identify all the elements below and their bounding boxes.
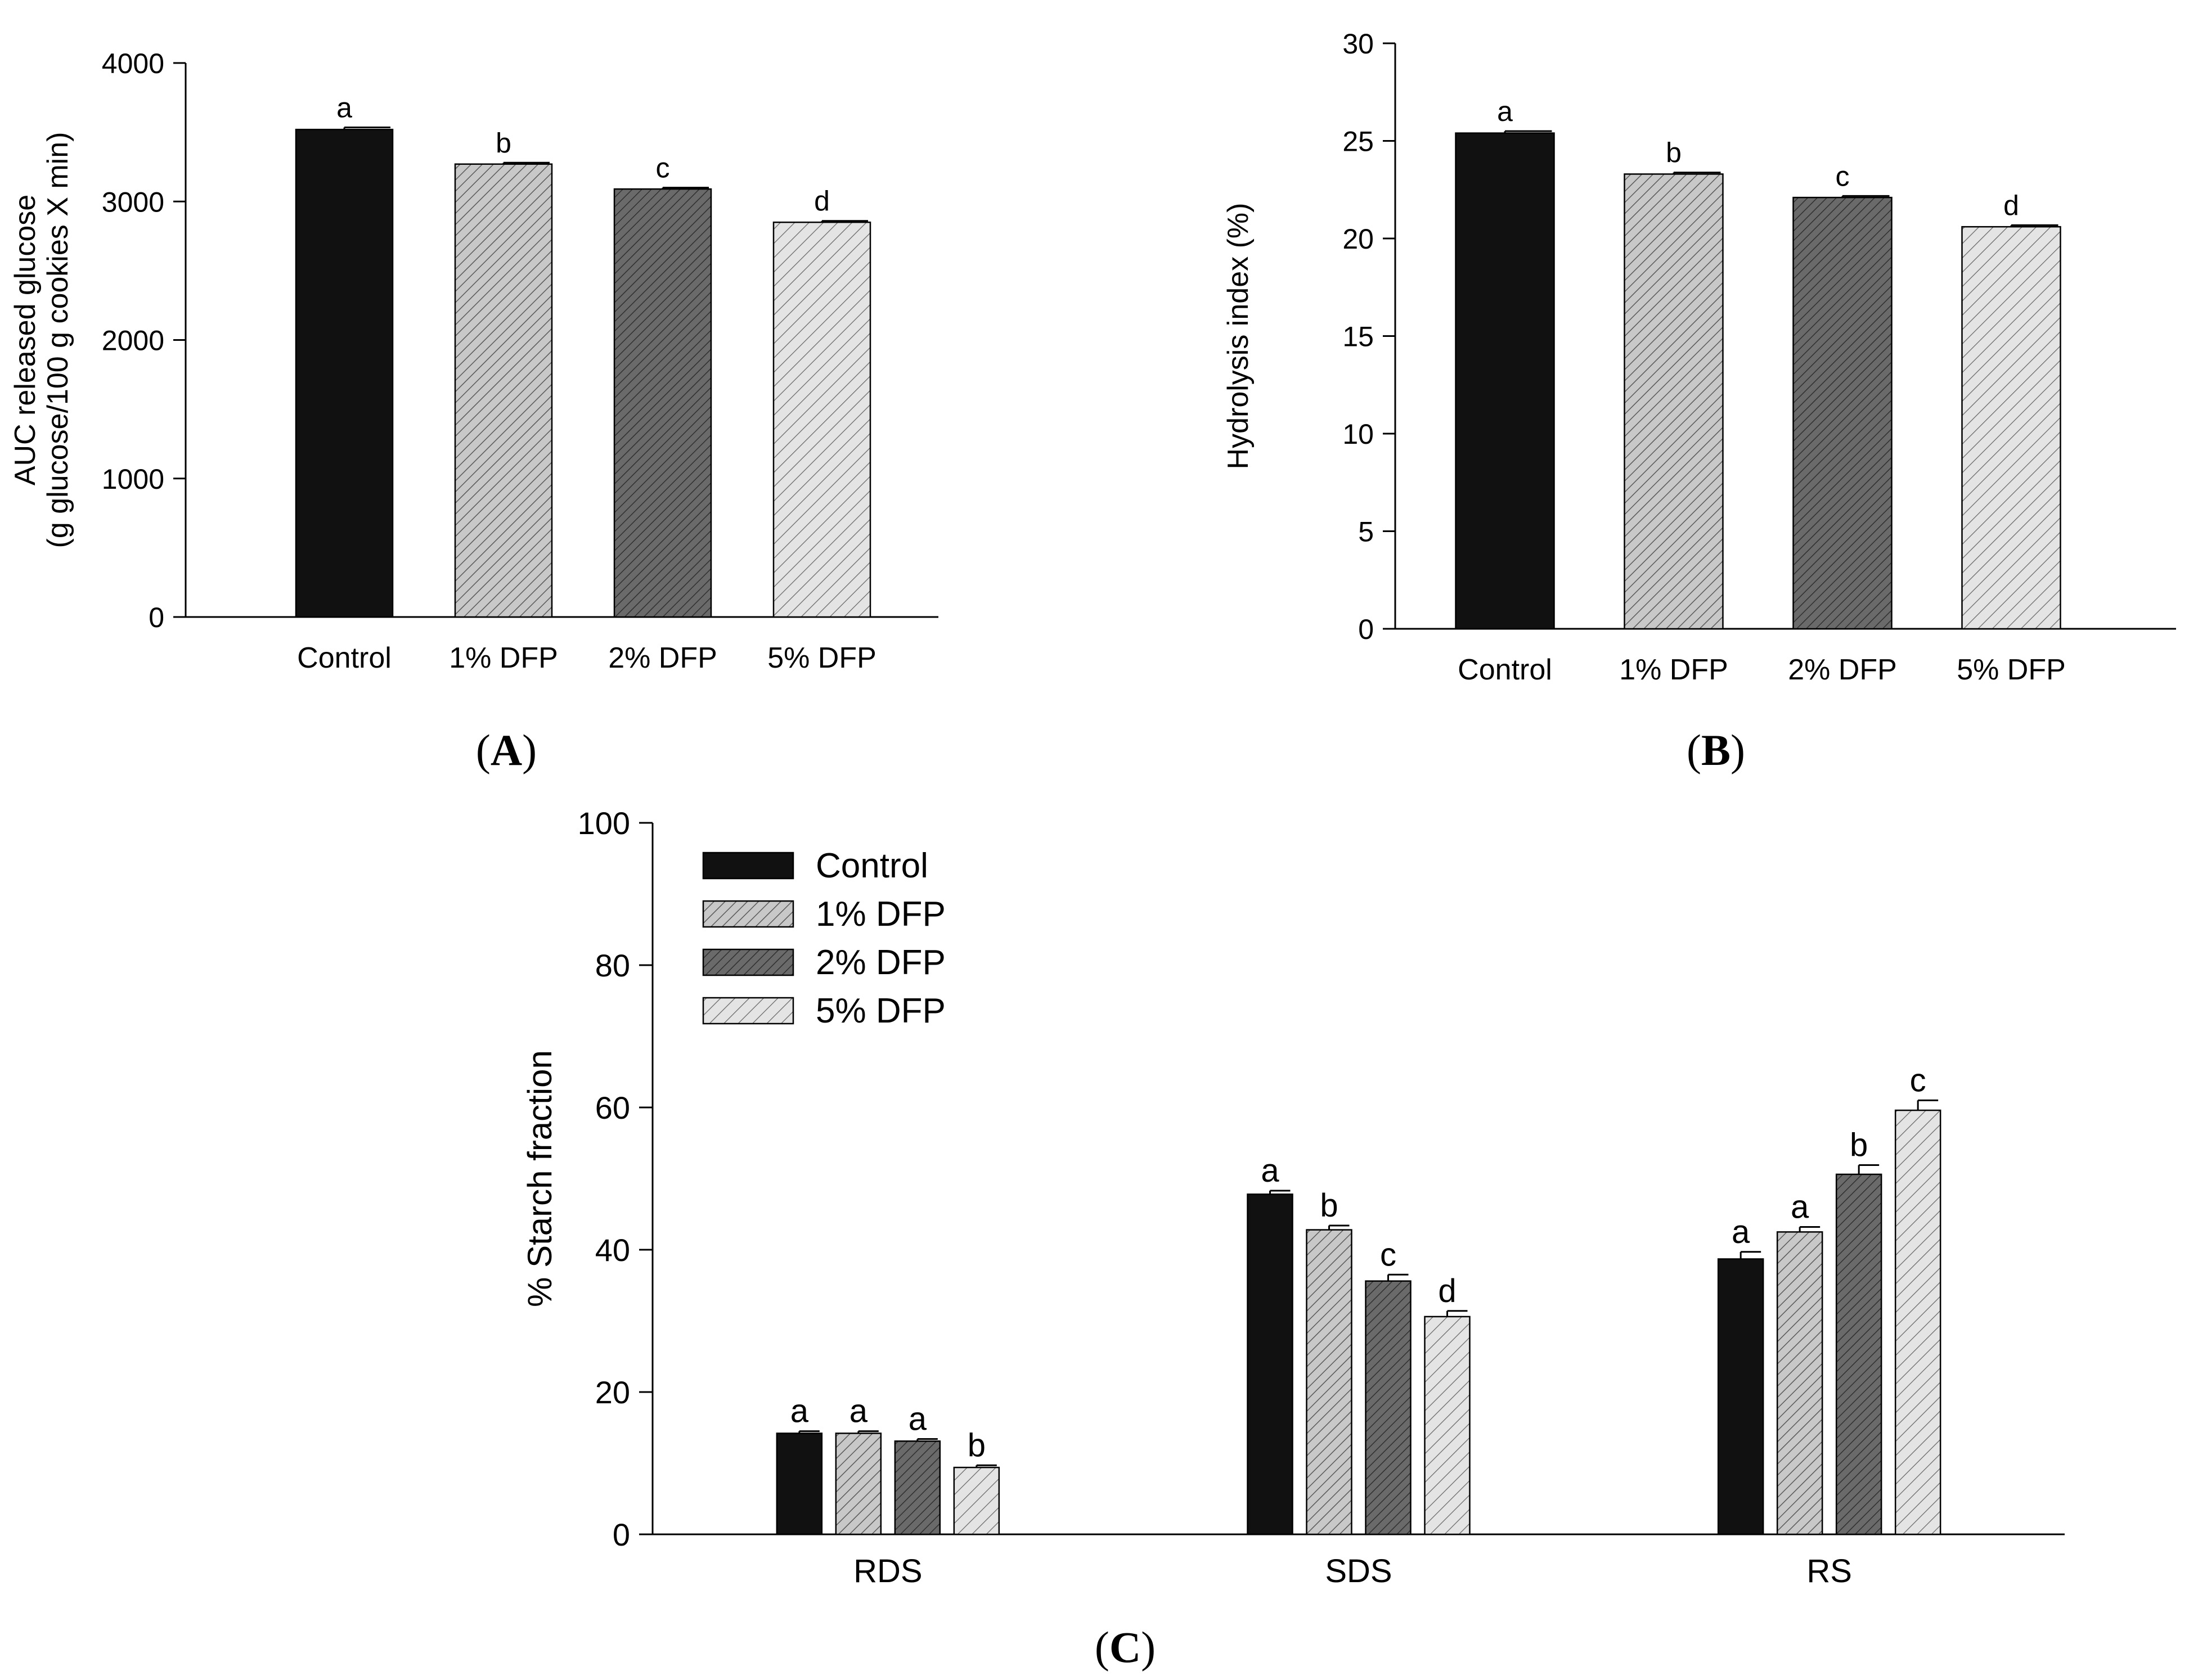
x-tick-label: 2% DFP [608,642,717,674]
bar-1pct-dfp-rs [1776,1231,1823,1535]
significance-label: d [814,186,830,217]
significance-label: a [336,92,352,124]
panel-label-paren: ( [476,726,491,774]
y-tick-label: 25 [1342,126,1374,157]
significance-label: c [1380,1236,1396,1273]
bar-2pct-dfp [1792,196,1893,630]
x-tick-label: RDS [853,1553,922,1589]
y-axis-title: Hydrolysis index (%) [1222,203,1255,470]
significance-label: a [909,1400,927,1437]
y-axis-title: % Starch fraction [521,1050,559,1307]
bar-control [1455,132,1555,630]
y-tick-label: 4000 [102,48,164,79]
bar-control-sds [1247,1193,1293,1535]
y-axis-title: AUC released glucose [9,195,42,485]
legend-label: 5% DFP [816,992,946,1030]
significance-label: a [849,1393,868,1430]
bar-1pct-dfp [1624,173,1724,630]
significance-label: b [968,1427,986,1463]
bar-2pct-dfp-rds [894,1440,941,1535]
legend-swatch-control [702,852,794,880]
x-tick-label: 5% DFP [1957,654,2066,686]
y-tick-label: 5 [1358,516,1374,548]
panel-label-letter: B [1701,726,1730,774]
bar-control-rds [776,1433,823,1535]
chart-b: 0 5 10 15 20 25 30 Hydrolysis index (%) a Control… [1222,28,2176,774]
panel-label-letter: A [491,726,522,774]
y-tick-label: 3000 [102,186,164,218]
legend-label: 1% DFP [816,895,946,934]
panel-label: (C) [1095,1623,1156,1672]
chart-c: 0 20 40 60 80 100 % Starch fraction RDS a a a b SDS a… [521,805,2065,1672]
x-tick-label: Control [1458,654,1552,686]
y-tick-label: 1000 [102,463,164,495]
panel-label-paren: ( [1095,1623,1109,1672]
bar-control [295,128,394,618]
y-tick-label: 30 [1342,28,1374,60]
panel-label-paren: ) [522,726,537,774]
x-tick-label: RS [1806,1553,1852,1589]
y-tick-label: 60 [595,1090,630,1125]
panel-label-paren: ) [1730,726,1745,774]
legend-label: Control [816,846,928,885]
bar-1pct-dfp-rds [835,1433,882,1535]
x-tick-label: Control [297,642,392,674]
panel-label: (B) [1687,726,1745,774]
y-tick-label: 0 [149,602,164,633]
bar-5pct-dfp [1961,226,2061,630]
y-tick-label: 0 [613,1517,630,1552]
significance-label: a [1261,1152,1279,1189]
significance-label: c [656,152,670,184]
significance-label: c [1910,1062,1926,1098]
bar-2pct-dfp-sds [1365,1280,1412,1535]
bar-5pct-dfp-sds [1424,1316,1471,1535]
y-tick-label: 100 [578,805,630,841]
y-tick-label: 40 [595,1232,630,1268]
y-tick-label: 10 [1342,418,1374,450]
panel-label-paren: ( [1687,726,1701,774]
legend-swatch-2pct-dfp [702,948,794,976]
y-tick-label: 20 [595,1375,630,1410]
significance-label: d [2003,190,2019,221]
legend-swatch-1pct-dfp [702,900,794,928]
bar-2pct-dfp [613,188,712,618]
significance-label: a [1732,1214,1750,1250]
panel-label: (A) [476,726,537,774]
legend-swatch-5pct-dfp [702,997,794,1025]
significance-label: b [496,127,511,159]
significance-label: c [1836,160,1850,192]
bar-5pct-dfp [772,221,871,618]
bar-5pct-dfp-rds [953,1466,1000,1535]
chart-a: 0 1000 2000 3000 4000 AUC released glucose (g … [9,48,938,774]
x-tick-label: 2% DFP [1788,654,1897,686]
significance-label: b [1666,137,1682,169]
y-axis-title: (g glucose/100 g cookies X min) [42,132,74,548]
significance-label: a [1497,96,1513,127]
x-tick-label: SDS [1325,1553,1392,1589]
bar-1pct-dfp-sds [1306,1229,1352,1535]
significance-label: b [1850,1127,1868,1163]
legend-label: 2% DFP [816,943,946,982]
significance-label: d [1438,1273,1456,1309]
y-tick-label: 80 [595,948,630,983]
x-tick-label: 1% DFP [1619,654,1728,686]
x-tick-label: 5% DFP [767,642,876,674]
bar-2pct-dfp-rs [1835,1173,1882,1535]
bar-1pct-dfp [454,163,553,618]
y-tick-label: 20 [1342,223,1374,255]
significance-label: a [1791,1189,1809,1226]
y-tick-label: 2000 [102,325,164,357]
panel-label-letter: C [1109,1623,1141,1672]
x-tick-label: 1% DFP [449,642,558,674]
bar-control-rs [1717,1258,1764,1535]
significance-label: b [1320,1187,1338,1224]
significance-label: a [790,1393,809,1430]
panel-label-paren: ) [1141,1623,1156,1672]
y-tick-label: 15 [1342,321,1374,353]
y-tick-label: 0 [1358,614,1374,645]
bar-5pct-dfp-rs [1894,1109,1941,1535]
